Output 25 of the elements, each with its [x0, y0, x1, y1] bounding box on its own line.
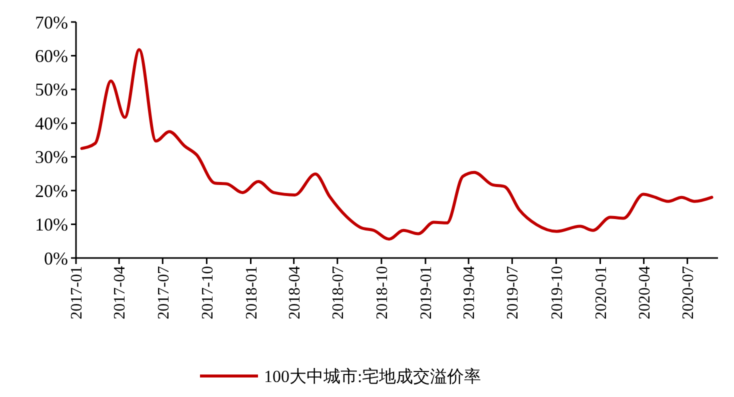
- x-tick-label: 2018-07: [330, 266, 347, 320]
- x-tick-label: 2019-10: [548, 266, 566, 320]
- x-tick-label: 2019-01: [418, 266, 436, 320]
- x-tick-label: 2018-10: [374, 266, 392, 320]
- x-tick-label: 2017-01: [68, 266, 86, 320]
- y-tick-label: 30%: [35, 147, 68, 168]
- y-tick-label: 20%: [35, 180, 68, 201]
- x-tick-label: 2017-07: [155, 266, 172, 320]
- x-tick-label: 2019-07: [504, 266, 522, 320]
- y-tick-label: 70%: [35, 12, 68, 32]
- x-tick-label: 2018-04: [286, 266, 304, 320]
- x-tick-label: 2017-04: [112, 266, 129, 320]
- y-tick-label: 40%: [35, 113, 68, 134]
- x-tick-label: 2017-10: [199, 266, 216, 320]
- y-tick-label: 60%: [35, 46, 68, 66]
- x-tick-label: 2020-07: [680, 266, 697, 320]
- x-tick-label: 2020-01: [592, 266, 610, 320]
- y-tick-label: 50%: [35, 80, 68, 100]
- legend-label: 100大中城市:宅地成交溢价率: [264, 366, 482, 386]
- line-series: [80, 48, 714, 241]
- y-tick-label: 0%: [44, 248, 68, 268]
- x-tick-label: 2019-04: [461, 266, 478, 320]
- x-tick-label: 2018-01: [243, 266, 260, 320]
- y-tick-label: 10%: [35, 214, 68, 235]
- x-tick-label: 2020-04: [636, 266, 654, 320]
